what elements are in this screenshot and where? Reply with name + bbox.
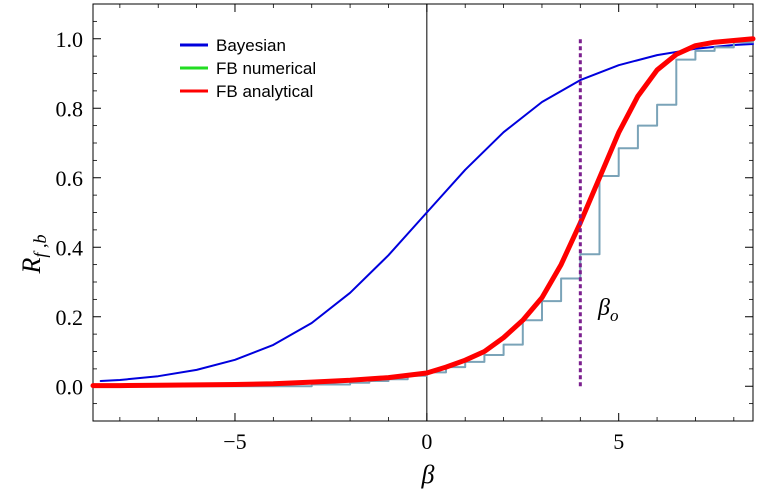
legend: Bayesian FB numerical FB analytical xyxy=(180,36,316,101)
series xyxy=(90,36,756,389)
y-axis-title-sub: f ,b xyxy=(30,235,50,258)
legend-label-fb-analytical: FB analytical xyxy=(216,82,313,101)
y-tick-label: 0.2 xyxy=(56,305,84,330)
y-axis-title: Rf ,b xyxy=(17,235,50,275)
beta-o-annotation: βo xyxy=(597,295,618,325)
beta-o-sub: o xyxy=(610,306,619,325)
x-tick-label: 0 xyxy=(421,429,432,454)
beta-o-main: β xyxy=(597,295,610,321)
svg-text:Rf ,b: Rf ,b xyxy=(17,235,50,275)
legend-label-fb-numerical: FB numerical xyxy=(216,59,316,78)
y-tick-label: 0.6 xyxy=(56,166,84,191)
x-tick-label: −5 xyxy=(223,429,246,454)
y-tick-label: 0.0 xyxy=(56,374,84,399)
series-fb-numerical xyxy=(92,39,754,388)
y-tick-label: 0.8 xyxy=(56,96,84,121)
y-tick-label: 0.4 xyxy=(56,235,84,260)
x-axis-title: β xyxy=(421,460,435,489)
legend-label-bayesian: Bayesian xyxy=(216,36,286,55)
series-bayesian xyxy=(99,43,754,382)
y-tick-label: 1.0 xyxy=(56,27,84,52)
tick-labels: −5 0 5 0.0 0.2 0.4 0.6 0.8 1.0 xyxy=(56,27,625,454)
y-axis-title-main: R xyxy=(17,257,46,274)
series-fb-analytical xyxy=(90,36,756,389)
x-tick-label: 5 xyxy=(613,429,624,454)
